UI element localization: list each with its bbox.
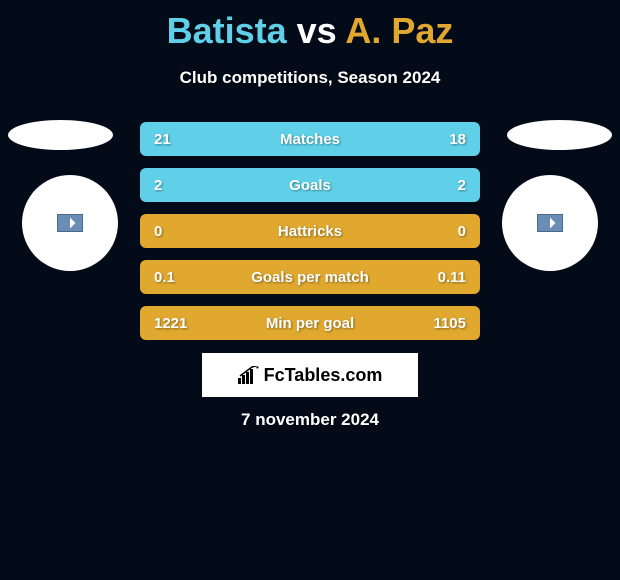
- stat-row-min-per-goal: 1221 Min per goal 1105: [140, 306, 480, 340]
- stat-label: Goals per match: [251, 269, 369, 286]
- stat-right-value: 2: [458, 177, 466, 194]
- stat-left-value: 0.1: [154, 269, 175, 286]
- club-icon: [57, 214, 83, 232]
- player2-avatar: [507, 120, 612, 150]
- vs-text: vs: [297, 10, 337, 51]
- stat-row-goals: 2 Goals 2: [140, 168, 480, 202]
- player1-club-badge: [22, 175, 118, 271]
- club-icon: [537, 214, 563, 232]
- stat-label: Hattricks: [278, 223, 342, 240]
- stat-left-value: 1221: [154, 315, 187, 332]
- player1-name: Batista: [167, 10, 287, 51]
- comparison-title: Batista vs A. Paz: [0, 0, 620, 52]
- stat-right-value: 0: [458, 223, 466, 240]
- stat-right-value: 18: [449, 131, 466, 148]
- stat-right-value: 1105: [433, 315, 466, 332]
- logo-text: FcTables.com: [238, 365, 383, 386]
- stats-table: 21 Matches 18 2 Goals 2 0 Hattricks 0 0.…: [140, 122, 480, 352]
- player2-name: A. Paz: [345, 10, 453, 51]
- stat-left-value: 21: [154, 131, 171, 148]
- stat-row-hattricks: 0 Hattricks 0: [140, 214, 480, 248]
- logo-box[interactable]: FcTables.com: [202, 353, 418, 397]
- chart-icon: [238, 366, 260, 384]
- stat-row-matches: 21 Matches 18: [140, 122, 480, 156]
- stat-row-goals-per-match: 0.1 Goals per match 0.11: [140, 260, 480, 294]
- stat-label: Matches: [280, 131, 340, 148]
- stat-left-value: 2: [154, 177, 162, 194]
- date-text: 7 november 2024: [0, 410, 620, 430]
- logo-label: FcTables.com: [264, 365, 383, 386]
- stat-label: Goals: [289, 177, 331, 194]
- player2-club-badge: [502, 175, 598, 271]
- player1-avatar: [8, 120, 113, 150]
- stat-right-value: 0.11: [438, 269, 466, 286]
- stat-left-value: 0: [154, 223, 162, 240]
- stat-label: Min per goal: [266, 315, 354, 332]
- subtitle: Club competitions, Season 2024: [0, 68, 620, 88]
